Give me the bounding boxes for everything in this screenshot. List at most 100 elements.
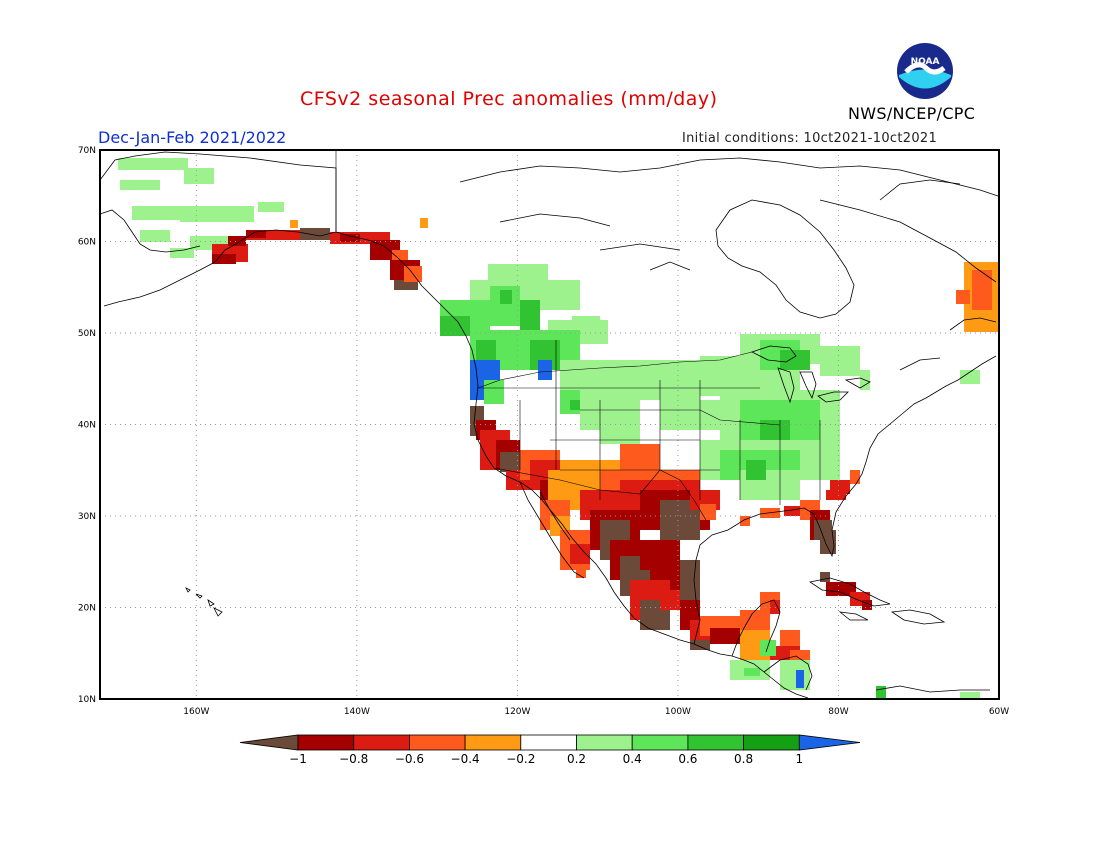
- anomaly-cell: [413, 266, 422, 275]
- anomaly-cell: [790, 374, 799, 383]
- anomaly-cell: [785, 488, 794, 497]
- anomaly-cell: [678, 409, 687, 418]
- anomaly-cell: [225, 206, 234, 215]
- anomaly-cell: [687, 400, 696, 409]
- anomaly-cell: [524, 366, 533, 370]
- anomaly-cell: [749, 409, 758, 418]
- anomaly-cell: [120, 189, 129, 190]
- anomaly-cell: [763, 440, 772, 449]
- anomaly-cell: [490, 304, 499, 313]
- anomaly-cell: [769, 438, 778, 440]
- anomaly-cell: [781, 383, 790, 392]
- anomaly-cell: [660, 427, 669, 430]
- anomaly-cell: [273, 230, 282, 239]
- anomaly-cell: [590, 528, 599, 537]
- anomaly-cell: [667, 369, 676, 378]
- anomaly-cell: [812, 361, 820, 364]
- anomaly-cell: [221, 244, 230, 253]
- anomaly-cell: [159, 206, 168, 215]
- anomaly-cell: [600, 538, 609, 547]
- anomaly-cell: [184, 177, 193, 184]
- anomaly-cell: [467, 309, 476, 318]
- anomaly-cell: [412, 289, 418, 290]
- anomaly-cell: [740, 427, 749, 436]
- anomaly-cell: [572, 325, 581, 328]
- anomaly-cell: [649, 369, 658, 378]
- anomaly-cell: [758, 334, 767, 343]
- anomaly-cell: [129, 180, 138, 189]
- anomaly-cell: [399, 278, 408, 280]
- anomaly-cell: [738, 459, 747, 468]
- anomaly-cell: [990, 288, 992, 297]
- anomaly-cell: [618, 427, 627, 436]
- anomaly-cell: [514, 440, 520, 449]
- anomaly-cell: [560, 289, 569, 298]
- anomaly-cell: [608, 510, 617, 519]
- anomaly-cell: [449, 325, 458, 334]
- anomaly-cell: [560, 378, 569, 387]
- anomaly-cell: [636, 427, 640, 436]
- anomaly-cell: [198, 215, 207, 222]
- anomaly-cell: [627, 529, 630, 538]
- anomaly-cell: [626, 528, 635, 537]
- anomaly-cell: [656, 462, 660, 471]
- anomaly-cell: [488, 330, 497, 339]
- anomaly-cell: [394, 280, 403, 289]
- anomaly-cell: [640, 369, 649, 378]
- anomaly-cell: [497, 366, 506, 370]
- anomaly-cell: [789, 669, 798, 678]
- anomaly-cell: [581, 325, 590, 328]
- anomaly-cell: [569, 530, 578, 539]
- anomaly-cell: [568, 516, 570, 525]
- anomaly-cell: [860, 370, 869, 379]
- anomaly-cell: [746, 460, 755, 469]
- anomaly-cell: [560, 307, 569, 310]
- anomaly-cell: [649, 526, 658, 530]
- anomaly-cell: [807, 368, 810, 370]
- anomaly-cell: [745, 383, 754, 392]
- anomaly-cell: [969, 692, 978, 699]
- anomaly-cell: [687, 427, 696, 430]
- anomaly-cell: [569, 307, 578, 310]
- anomaly-cell: [737, 628, 740, 637]
- anomaly-cell: [520, 468, 529, 477]
- anomaly-cell: [758, 630, 767, 639]
- anomaly-cell: [496, 440, 505, 449]
- anomaly-cell: [720, 408, 729, 417]
- anomaly-cell: [388, 240, 397, 249]
- anomaly-cell: [736, 383, 745, 392]
- anomaly-cell: [490, 322, 499, 326]
- anomaly-cell: [649, 378, 658, 387]
- anomaly-cell: [600, 427, 609, 436]
- anomaly-cell: [862, 600, 871, 609]
- anomaly-cell: [638, 480, 647, 489]
- anomaly-cell: [740, 610, 749, 619]
- anomaly-cell: [687, 518, 696, 527]
- anomaly-cell: [470, 396, 479, 400]
- anomaly-cell: [640, 618, 649, 627]
- anomaly-cell: [600, 400, 609, 409]
- anomaly-cell: [749, 352, 758, 361]
- anomaly-cell: [579, 553, 588, 562]
- anomaly-cell: [627, 427, 636, 436]
- anomaly-cell: [172, 158, 181, 167]
- anomaly-cell: [533, 289, 542, 298]
- anomaly-cell: [136, 167, 145, 170]
- anomaly-cell: [390, 269, 399, 278]
- anomaly-cell: [789, 678, 798, 687]
- anomaly-cell: [749, 619, 758, 628]
- anomaly-cell: [291, 239, 300, 240]
- anomaly-cell: [837, 399, 840, 408]
- anomaly-cell: [783, 450, 792, 459]
- anomaly-cell: [489, 430, 498, 439]
- anomaly-cell: [610, 576, 619, 580]
- anomaly-cell: [524, 357, 533, 366]
- anomaly-cell: [476, 340, 485, 349]
- anomaly-cell: [629, 480, 638, 489]
- anomaly-cell: [515, 339, 524, 348]
- anomaly-cell: [600, 418, 609, 427]
- anomaly-cell: [147, 180, 156, 189]
- anomaly-cell: [635, 528, 640, 537]
- anomaly-cell: [230, 244, 239, 253]
- anomaly-cell: [569, 289, 578, 298]
